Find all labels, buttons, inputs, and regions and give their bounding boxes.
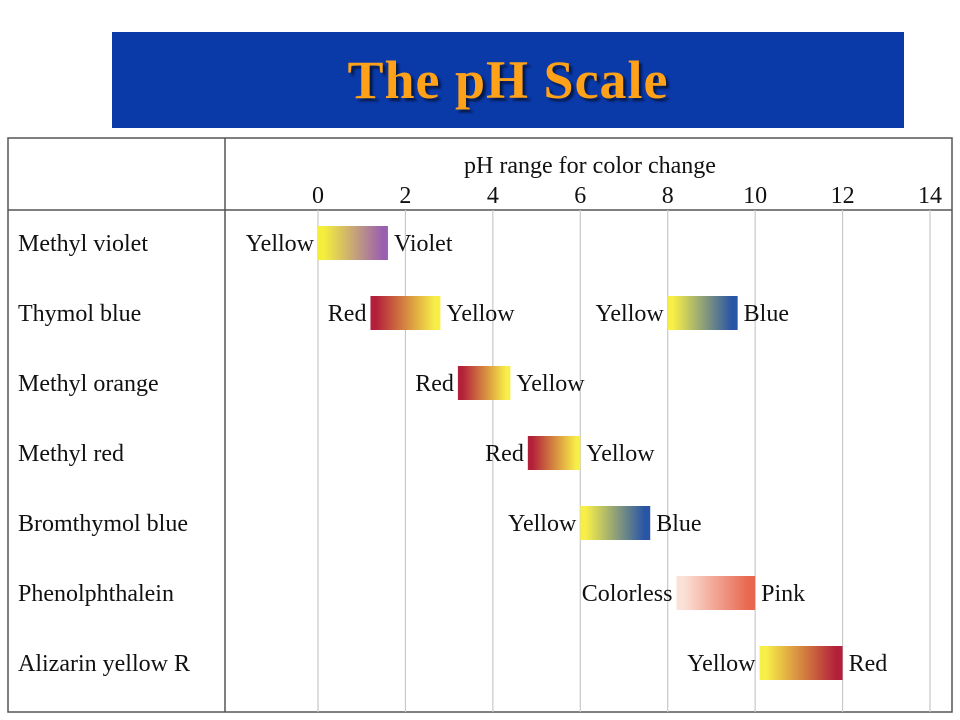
to-color-label: Violet bbox=[394, 231, 453, 257]
indicator-row: Methyl red Red Yellow bbox=[18, 436, 655, 470]
table-border bbox=[7, 137, 953, 713]
from-color-label: Yellow bbox=[508, 511, 577, 537]
color-change-bar bbox=[457, 366, 511, 400]
from-color-label: Red bbox=[415, 371, 454, 397]
to-color-label: Yellow bbox=[446, 301, 515, 327]
x-tick-label: 10 bbox=[743, 183, 767, 209]
from-color-label: Red bbox=[328, 301, 367, 327]
table-frame bbox=[7, 137, 953, 713]
x-axis-label: pH range for color change bbox=[464, 153, 716, 179]
x-tick-label: 4 bbox=[487, 183, 499, 209]
indicator-row: Bromthymol blue Yellow Blue bbox=[18, 506, 702, 540]
indicator-name: Methyl red bbox=[18, 441, 124, 467]
x-axis-ticks: 0 2 4 6 8 10 12 14 bbox=[312, 183, 942, 209]
indicator-row: Methyl violet Yellow Violet bbox=[18, 226, 453, 260]
indicator-row: Phenolphthalein Colorless Pink bbox=[18, 576, 805, 610]
from-color-label: Yellow bbox=[246, 231, 315, 257]
indicator-row: Thymol blue Red Yellow Yellow Blue bbox=[18, 296, 789, 330]
from-color-label: Red bbox=[485, 441, 524, 467]
indicator-row: Alizarin yellow R Yellow Red bbox=[18, 646, 887, 680]
from-color-label: Yellow bbox=[595, 301, 664, 327]
indicator-name: Alizarin yellow R bbox=[18, 651, 190, 677]
indicator-rows: Methyl violet Yellow Violet Thymol blue Red Y… bbox=[18, 226, 887, 680]
x-tick-label: 0 bbox=[312, 183, 324, 209]
color-change-bar bbox=[580, 506, 651, 540]
color-change-bar bbox=[370, 296, 441, 330]
from-color-label: Colorless bbox=[582, 581, 673, 607]
color-change-bar bbox=[759, 646, 843, 680]
from-color-label: Yellow bbox=[687, 651, 756, 677]
to-color-label: Blue bbox=[744, 301, 789, 327]
x-tick-label: 14 bbox=[918, 183, 942, 209]
to-color-label: Yellow bbox=[586, 441, 655, 467]
chart-title: The pH Scale bbox=[347, 50, 669, 110]
indicator-name: Methyl orange bbox=[18, 371, 159, 397]
x-tick-label: 12 bbox=[831, 183, 855, 209]
to-color-label: Blue bbox=[656, 511, 701, 537]
x-tick-label: 2 bbox=[399, 183, 411, 209]
title-banner: The pH Scale bbox=[112, 32, 904, 128]
indicator-name: Thymol blue bbox=[18, 301, 141, 327]
x-tick-label: 8 bbox=[662, 183, 674, 209]
grid-lines bbox=[317, 210, 931, 712]
indicator-name: Bromthymol blue bbox=[18, 511, 188, 537]
indicator-name: Phenolphthalein bbox=[18, 581, 174, 607]
color-change-bar bbox=[527, 436, 581, 470]
to-color-label: Pink bbox=[761, 581, 805, 607]
to-color-label: Red bbox=[849, 651, 888, 677]
color-change-bar bbox=[676, 576, 756, 610]
indicator-row: Methyl orange Red Yellow bbox=[18, 366, 585, 400]
to-color-label: Yellow bbox=[516, 371, 585, 397]
color-change-bar bbox=[667, 296, 738, 330]
color-change-bar bbox=[318, 226, 388, 260]
indicator-name: Methyl violet bbox=[18, 231, 148, 257]
x-tick-label: 6 bbox=[574, 183, 586, 209]
